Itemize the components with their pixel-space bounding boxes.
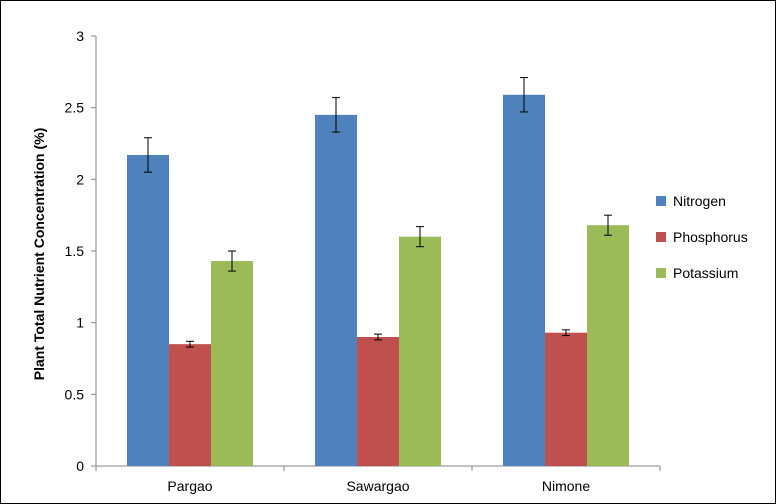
y-tick-label: 1.5: [65, 243, 85, 259]
bar-potassium-nimone: [587, 225, 629, 466]
y-axis-title: Plant Total Nutrient Concentration (%): [31, 128, 47, 381]
y-tick-label: 2.5: [65, 100, 85, 116]
legend: Nitrogen Phosphorus Potassium: [656, 193, 748, 281]
x-tick-label: Pargao: [167, 478, 212, 494]
legend-label-nitrogen: Nitrogen: [673, 193, 726, 209]
bar-nitrogen-nimone: [503, 94, 545, 467]
y-tick-label: 2: [76, 171, 84, 187]
legend-swatch-potassium: [656, 268, 666, 278]
bar-phosphorus-nimone: [545, 332, 587, 466]
legend-label-phosphorus: Phosphorus: [673, 229, 748, 245]
error-bars: [144, 77, 612, 348]
y-tick-label: 1: [76, 315, 84, 331]
x-tick-label: Nimone: [542, 478, 590, 494]
y-tick-label: 0: [76, 458, 84, 474]
bars: [127, 94, 629, 467]
bar-nitrogen-pargao: [127, 154, 169, 466]
bar-potassium-sawargao: [399, 236, 441, 466]
bar-potassium-pargao: [211, 261, 253, 466]
legend-swatch-phosphorus: [656, 232, 666, 242]
bar-nitrogen-sawargao: [315, 114, 357, 466]
legend-label-potassium: Potassium: [673, 265, 738, 281]
x-axis: Pargao Sawargao Nimone: [95, 465, 661, 494]
x-tick-label: Sawargao: [346, 478, 409, 494]
y-axis: 0 0.5 1 1.5 2 2.5 3: [65, 28, 97, 474]
y-tick-label: 0.5: [65, 386, 85, 402]
bar-phosphorus-pargao: [169, 344, 211, 466]
legend-swatch-nitrogen: [656, 196, 666, 206]
y-tick-label: 3: [76, 28, 84, 44]
bar-phosphorus-sawargao: [357, 337, 399, 466]
